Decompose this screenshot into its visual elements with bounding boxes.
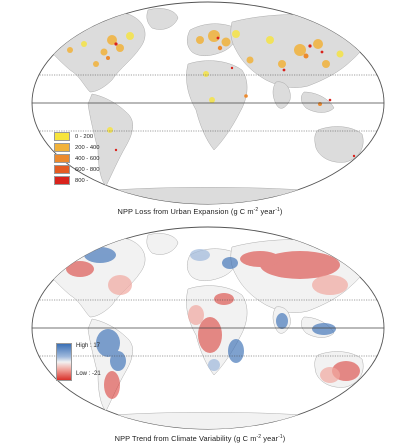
caption-sup: -1	[278, 434, 283, 440]
urban-map-caption: NPP Loss from Urban Expansion (g C m-2 y…	[0, 207, 400, 216]
urban-loss-hotspots	[67, 30, 356, 158]
latitude-lines	[32, 299, 384, 357]
caption-sup: -2	[253, 207, 259, 213]
legend-label: 200 - 400	[75, 144, 100, 151]
caption-unit: year	[261, 434, 279, 443]
caption-text: NPP Trend from Climate Variability (g C …	[114, 434, 257, 443]
climate-variability-map: High : 17 Low : -21 NPP Trend from Clima…	[0, 225, 400, 446]
legend-label: 800 -	[75, 177, 89, 184]
legend-swatch	[54, 132, 70, 141]
legend-swatch	[54, 143, 70, 152]
caption-text: NPP Loss from Urban Expansion (g C m	[117, 207, 254, 216]
climate-map-svg	[31, 226, 385, 430]
urban-expansion-map: 0 - 200 200 - 400 400 - 600 600 - 800 80…	[0, 0, 400, 216]
legend-item: 0 - 200	[54, 132, 93, 141]
legend-swatch	[54, 154, 70, 163]
legend-item: 800 -	[54, 176, 88, 185]
caption-sup: -2	[256, 434, 262, 440]
legend-swatch	[54, 165, 70, 174]
legend-swatch	[54, 176, 70, 185]
legend-item: 600 - 800	[54, 165, 100, 174]
urban-map-svg	[31, 1, 385, 205]
legend-low-label: Low : -21	[76, 371, 101, 377]
legend-item: 400 - 600	[54, 154, 100, 163]
legend-gradient-bar	[56, 343, 72, 381]
caption-paren: )	[279, 207, 283, 216]
legend-label: 400 - 600	[75, 155, 100, 162]
legend-item: 200 - 400	[54, 143, 100, 152]
legend-label: 0 - 200	[75, 133, 94, 140]
caption-sup: -1	[275, 207, 280, 213]
climate-map-caption: NPP Trend from Climate Variability (g C …	[0, 434, 400, 443]
climate-trend-legend: High : 17 Low : -21	[56, 343, 101, 381]
caption-paren: )	[282, 434, 286, 443]
latitude-lines	[32, 74, 384, 132]
legend-label: 600 - 800	[75, 166, 100, 173]
caption-unit: year	[258, 207, 276, 216]
legend-high-label: High : 17	[76, 343, 101, 349]
